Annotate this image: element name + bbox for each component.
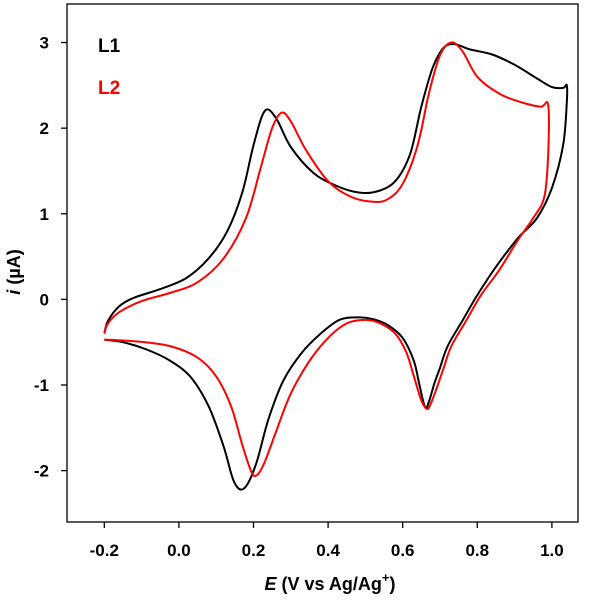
x-tick-label: 0.8 xyxy=(465,541,489,560)
x-tick-label: 1.0 xyxy=(540,541,564,560)
legend: L1 L2 xyxy=(98,36,121,99)
series-layer xyxy=(103,41,569,491)
y-axis-label-symbol: i xyxy=(4,289,24,295)
y-tick-label: 3 xyxy=(40,34,49,53)
legend-label-l2: L2 xyxy=(98,78,120,99)
x-tick-label: 0.2 xyxy=(242,541,266,560)
y-tick-label: 1 xyxy=(40,205,49,224)
x-tick-label: -0.2 xyxy=(90,541,119,560)
y-tick-label: -2 xyxy=(34,462,49,481)
series-line-l1 xyxy=(103,43,569,491)
x-axis-label: E (V vs Ag/Ag+) xyxy=(265,570,396,594)
x-tick-label: 0.4 xyxy=(316,541,340,560)
y-axis-label: i (µA) xyxy=(4,249,24,294)
x-axis-label-sup: + xyxy=(382,570,390,585)
x-axis-label-text: (V vs Ag/Ag xyxy=(277,574,382,594)
series-line-l2 xyxy=(103,41,550,478)
x-tick-label: 0.6 xyxy=(391,541,415,560)
x-axis-label-close: ) xyxy=(389,574,395,594)
plot-frame xyxy=(66,3,579,523)
y-tick-label: 0 xyxy=(40,290,49,309)
legend-label-l1: L1 xyxy=(98,36,121,57)
x-tick-label: 0.0 xyxy=(167,541,191,560)
axis-ticks: -0.2 0.0 0.2 0.4 0.6 0.8 1.0 -2 -1 0 1 2 3 xyxy=(34,34,564,560)
x-axis-label-symbol: E xyxy=(265,574,278,594)
y-axis-label-text: (µA) xyxy=(4,249,24,289)
y-tick-label: -1 xyxy=(34,376,49,395)
y-tick-label: 2 xyxy=(40,119,49,138)
plot-area-border xyxy=(66,3,579,523)
